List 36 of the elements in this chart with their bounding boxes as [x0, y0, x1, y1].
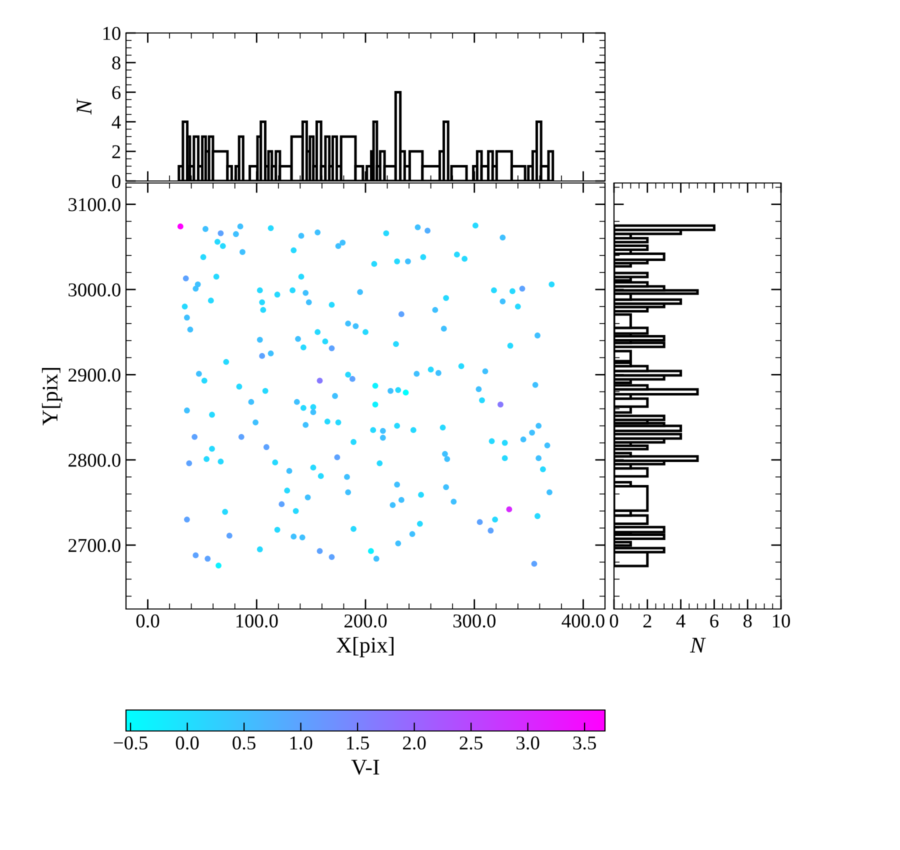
x-tick-label: 100.0 — [236, 614, 278, 628]
y-tick-label: 3100.0 — [68, 198, 120, 212]
x-tick-label: 2 — [643, 614, 652, 628]
x-tick-label: 0.0 — [136, 614, 160, 628]
color-bar-label: 3.5 — [573, 736, 596, 750]
color-bar-title: V-I — [351, 760, 380, 775]
color-bar-label: 0.5 — [232, 736, 256, 750]
color-bar-label: 1.5 — [347, 736, 369, 750]
x-axis-title: N — [690, 638, 706, 652]
y-tick-label: 10 — [103, 26, 120, 40]
x-tick-label: 6 — [710, 614, 718, 628]
y-tick-label: 6 — [112, 86, 121, 100]
x-tick-label: 200.0 — [344, 614, 387, 628]
x-tick-label: 400.0 — [562, 614, 604, 628]
x-axis-title: X[pix] — [336, 637, 394, 658]
color-bar-label: 2.5 — [460, 736, 482, 750]
x-tick-label: 8 — [743, 614, 752, 628]
x-tick-label: 10 — [772, 614, 790, 628]
color-bar-label: −0.5 — [114, 736, 148, 750]
color-bar-label: 1.0 — [290, 736, 312, 750]
y-tick-label: 2700.0 — [68, 538, 120, 552]
color-bar-label: 2.0 — [403, 736, 426, 750]
x-tick-label: 4 — [676, 614, 686, 628]
x-tick-label: 300.0 — [453, 614, 496, 628]
color-bar-label: 3.0 — [516, 736, 540, 750]
y-axis-title: N — [76, 98, 92, 115]
y-tick-label: 4 — [112, 116, 121, 129]
x-tick-label: 0 — [610, 614, 618, 628]
y-tick-label: 2900.0 — [68, 368, 120, 382]
y-tick-label: 8 — [112, 56, 120, 70]
y-tick-label: 3000.0 — [68, 283, 120, 297]
y-tick-label: 2 — [112, 145, 120, 158]
y-axis-title: Y[pix] — [42, 368, 62, 426]
color-bar-label: 0.0 — [176, 736, 199, 750]
y-tick-label: 0 — [112, 174, 120, 188]
y-tick-label: 2800.0 — [68, 454, 120, 467]
